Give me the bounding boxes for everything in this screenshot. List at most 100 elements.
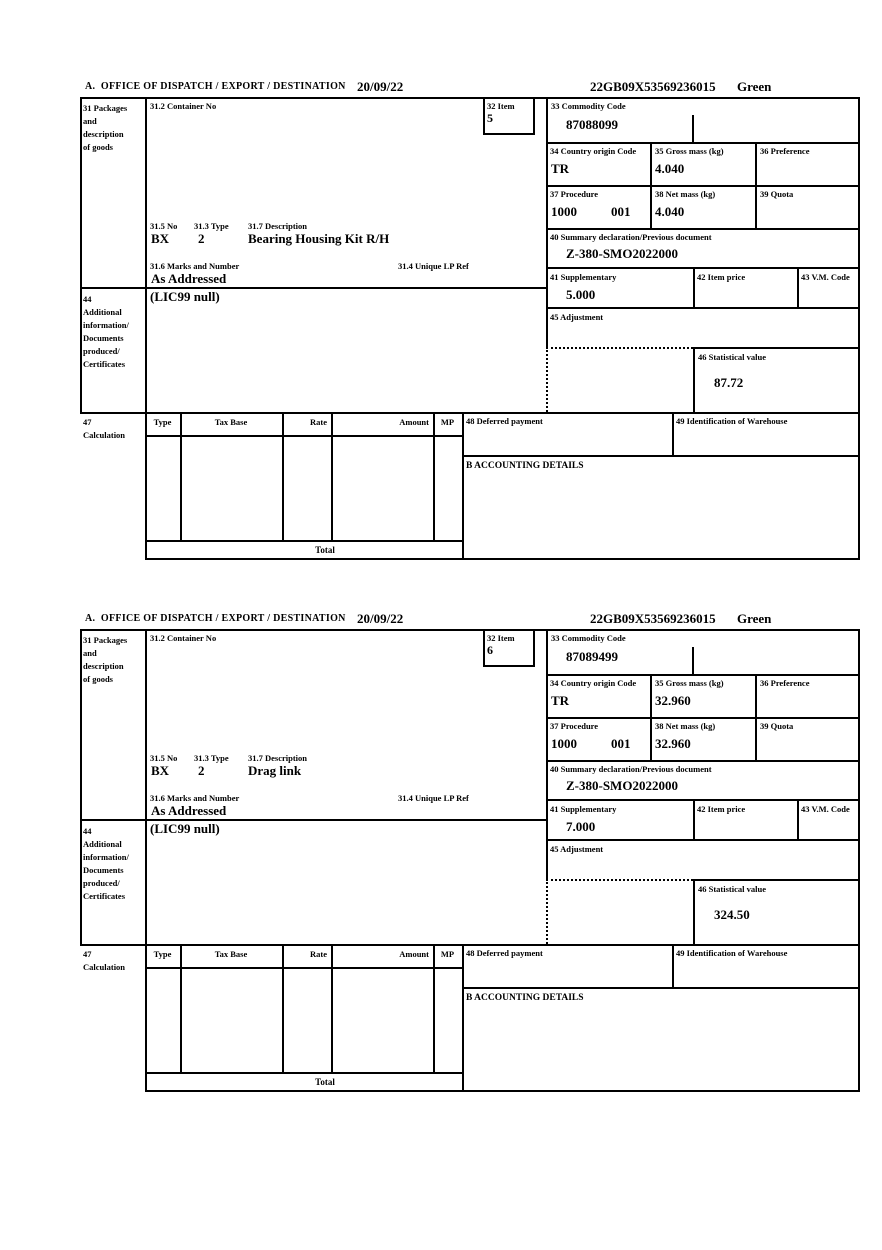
- item-number-value: 6: [487, 643, 493, 657]
- goods-description-value: Bearing Housing Kit R/H: [248, 231, 390, 246]
- border-right: [858, 97, 860, 560]
- procedure-label: 37 Procedure: [550, 721, 599, 731]
- gross-mass-label: 35 Gross mass (kg): [655, 678, 724, 688]
- accounting-details-label: B ACCOUNTING DETAILS: [466, 461, 584, 471]
- commodity-code-value: 87089499: [566, 649, 618, 664]
- tax-table-right: [462, 944, 464, 1092]
- border-46-left: [693, 879, 695, 946]
- procedure-value: 1000: [551, 736, 577, 751]
- quota-label: 39 Quota: [760, 721, 794, 731]
- item-number-label: 32 Item: [487, 633, 515, 643]
- tax-type-header: Type: [153, 949, 172, 959]
- border-46-top: [693, 879, 860, 881]
- marks-value: As Addressed: [151, 803, 227, 818]
- total-label: Total: [315, 545, 335, 555]
- country-origin-label: 34 Country origin Code: [550, 146, 637, 156]
- tax-col-type-right: [180, 412, 182, 542]
- package-no-value: BX: [151, 763, 170, 778]
- additional-information-value: (LIC99 null): [150, 289, 220, 304]
- office-of-dispatch-label: A. OFFICE OF DISPATCH / EXPORT / DESTINA…: [85, 613, 346, 624]
- previous-document-value: Z-380-SMO2022000: [566, 246, 678, 261]
- country-origin-value: TR: [551, 693, 570, 708]
- deferred-payment-label: 48 Deferred payment: [466, 948, 543, 958]
- procedure-extension-value: 001: [611, 736, 631, 751]
- container-no-label: 31.2 Container No: [150, 101, 217, 111]
- box47-label: 47 Calculation: [83, 949, 126, 972]
- border-42-43: [797, 799, 799, 841]
- box44-label: 44 Additional information/ Documents pro…: [83, 294, 129, 369]
- office-of-dispatch-label: A. OFFICE OF DISPATCH / EXPORT / DESTINA…: [85, 81, 346, 92]
- box44-label: 44 Additional information/ Documents pro…: [83, 826, 129, 901]
- box31-label: 31 Packages and description of goods: [83, 635, 128, 684]
- movement-reference-number: 22GB09X53569236015: [590, 79, 716, 94]
- border-41-45: [546, 307, 860, 309]
- tax-table-header-divider: [145, 967, 464, 969]
- border-33-34: [546, 142, 860, 144]
- unique-lp-ref-label: 31.4 Unique LP Ref: [398, 261, 469, 271]
- country-origin-label: 34 Country origin Code: [550, 678, 637, 688]
- net-mass-label: 38 Net mass (kg): [655, 721, 716, 731]
- tax-table-header-divider: [145, 435, 464, 437]
- movement-reference-number: 22GB09X53569236015: [590, 611, 716, 626]
- tax-rate-header: Rate: [310, 417, 327, 427]
- unique-lp-ref-label: 31.4 Unique LP Ref: [398, 793, 469, 803]
- package-type-label: 31.3 Type: [194, 221, 229, 231]
- border-34-37: [546, 185, 860, 187]
- tax-base-header: Tax Base: [214, 417, 248, 427]
- country-origin-value: TR: [551, 161, 570, 176]
- vm-code-label: 43 V.M. Code: [801, 272, 850, 282]
- vm-code-label: 43 V.M. Code: [801, 804, 850, 814]
- commodity-code-value: 87088099: [566, 117, 618, 132]
- tax-col-amount-right: [433, 412, 435, 542]
- statistical-value-label: 46 Statistical value: [698, 884, 766, 894]
- tax-table-right: [462, 412, 464, 560]
- border-31-44: [80, 819, 548, 821]
- border-44-47: [80, 944, 860, 946]
- border-top: [80, 97, 860, 99]
- tax-col-type-right: [180, 944, 182, 1074]
- border-48-accounting: [462, 455, 860, 457]
- dotted-44-left: [546, 347, 548, 412]
- item-box-right: [533, 629, 535, 667]
- border-bottom: [145, 1090, 860, 1092]
- border-40-41: [546, 267, 860, 269]
- border-right: [858, 629, 860, 1092]
- border-col-divider: [145, 97, 147, 560]
- gross-mass-label: 35 Gross mass (kg): [655, 146, 724, 156]
- package-no-label: 31.5 No: [150, 221, 178, 231]
- statistical-value: 87.72: [714, 375, 744, 390]
- tax-mp-header: MP: [440, 417, 455, 427]
- tax-col-taxbase-right: [282, 412, 284, 542]
- procedure-extension-value: 001: [611, 204, 631, 219]
- tax-amount-header: Amount: [399, 417, 429, 427]
- border-40-41: [546, 799, 860, 801]
- marks-label: 31.6 Marks and Number: [150, 261, 240, 271]
- border-top: [80, 629, 860, 631]
- tax-table-bottom: [145, 1072, 464, 1074]
- marks-label: 31.6 Marks and Number: [150, 793, 240, 803]
- statistical-value-label: 46 Statistical value: [698, 352, 766, 362]
- border-41-45: [546, 839, 860, 841]
- goods-description-value: Drag link: [248, 763, 302, 778]
- tax-base-header: Tax Base: [214, 949, 248, 959]
- item-box-left: [483, 97, 485, 135]
- preference-label: 36 Preference: [760, 146, 810, 156]
- declaration-item-block: A. OFFICE OF DISPATCH / EXPORT / DESTINA…: [80, 611, 862, 1094]
- marks-value: As Addressed: [151, 271, 227, 286]
- declaration-item-block: A. OFFICE OF DISPATCH / EXPORT / DESTINA…: [80, 79, 862, 562]
- dotted-44-top: [546, 347, 693, 349]
- border-col-divider: [145, 629, 147, 1092]
- border-41-42: [693, 799, 695, 841]
- tax-col-rate-right: [331, 944, 333, 1074]
- container-no-label: 31.2 Container No: [150, 633, 217, 643]
- package-no-label: 31.5 No: [150, 753, 178, 763]
- border-41-42: [693, 267, 695, 309]
- commodity-code-label: 33 Commodity Code: [551, 101, 626, 111]
- supplementary-label: 41 Supplementary: [550, 272, 617, 282]
- preference-label: 36 Preference: [760, 678, 810, 688]
- description-label: 31.7 Description: [248, 753, 308, 763]
- box47-label: 47 Calculation: [83, 417, 126, 440]
- total-label: Total: [315, 1077, 335, 1087]
- border-33-34: [546, 674, 860, 676]
